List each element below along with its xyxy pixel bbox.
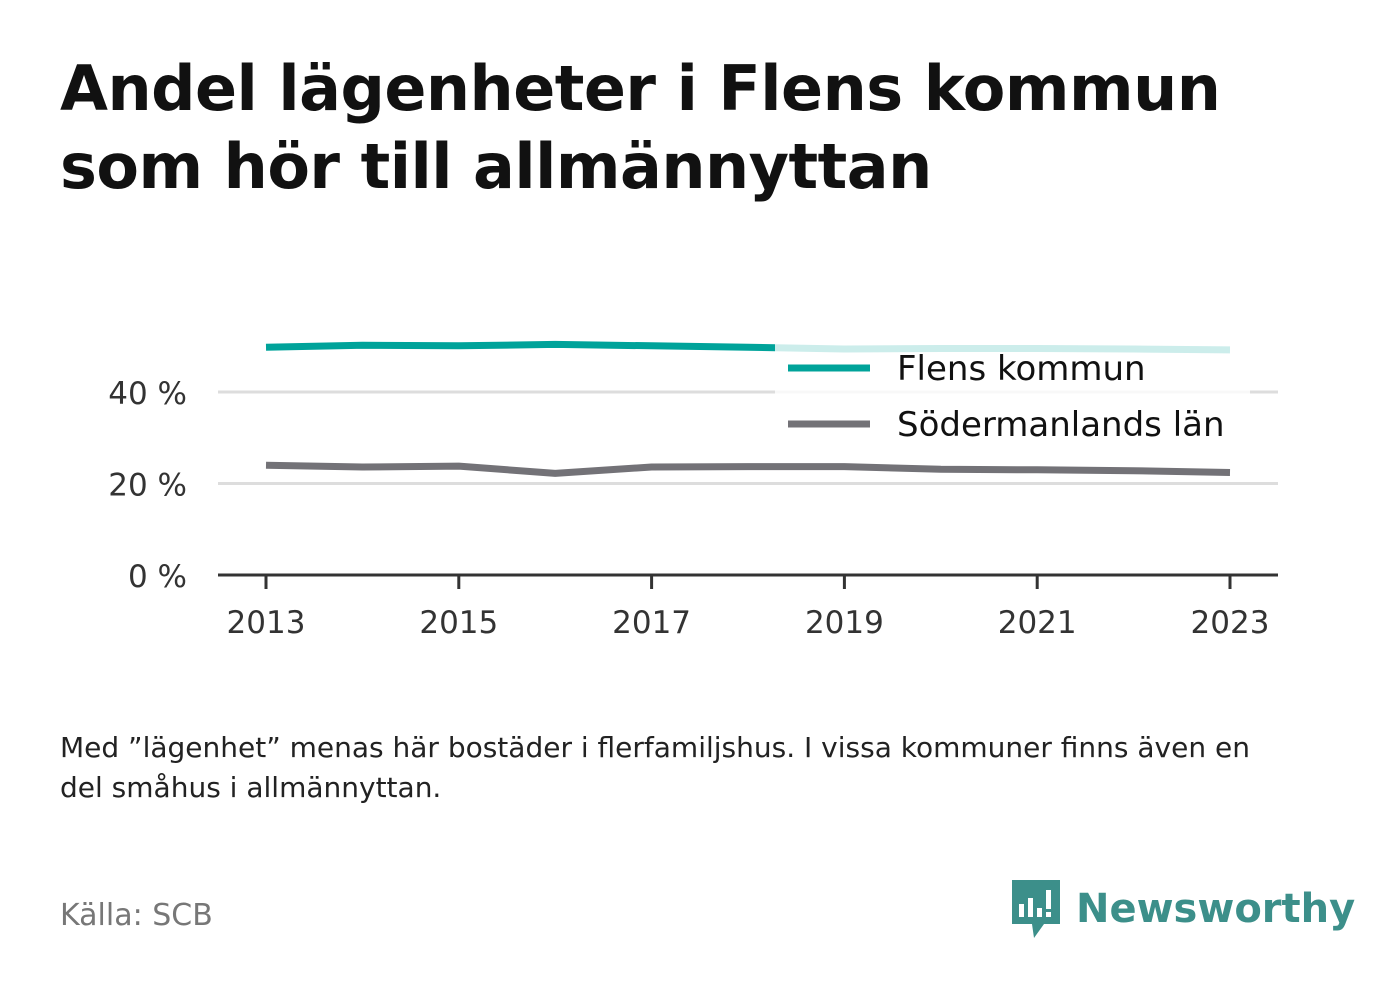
x-tick-label: 2023 — [1191, 605, 1270, 641]
newsworthy-logo-icon — [1012, 880, 1060, 938]
legend-background — [775, 340, 1250, 452]
legend: Flens kommun Södermanlands län — [775, 340, 1250, 452]
legend-label: Södermanlands län — [897, 405, 1225, 445]
brand-logo: Newsworthy — [1010, 878, 1355, 940]
series-line-sodermanlands-lan — [265, 461, 1231, 477]
x-tick-label: 2013 — [227, 605, 306, 641]
y-tick-label: 0 % — [128, 559, 187, 595]
y-tick-label: 20 % — [108, 468, 187, 504]
x-tick-label: 2015 — [419, 605, 498, 641]
chart-title: Andel lägenheter i Flens kommun som hör … — [60, 52, 1221, 203]
x-tick-label: 2021 — [998, 605, 1077, 641]
line-chart: 0 % 20 % 40 % 2013 2015 2017 2019 2021 2023 Flen… — [108, 340, 1278, 641]
x-tick-label: 2019 — [805, 605, 884, 641]
legend-label: Flens kommun — [897, 349, 1146, 389]
brand-name: Newsworthy — [1076, 886, 1356, 932]
x-tick-label: 2017 — [612, 605, 691, 641]
y-tick-label: 40 % — [108, 376, 187, 412]
chart-note: Med ”lägenhet” menas här bostäder i fler… — [60, 731, 1250, 804]
source-label: Källa: SCB — [60, 898, 213, 933]
axes: 0 % 20 % 40 % 2013 2015 2017 2019 2021 2023 — [108, 376, 1278, 641]
